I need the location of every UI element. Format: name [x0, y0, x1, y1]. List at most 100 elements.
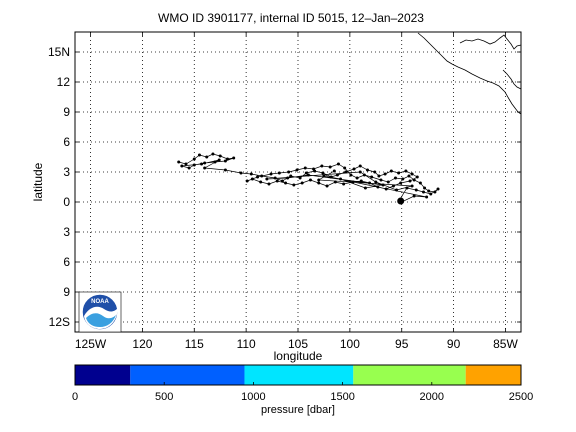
float-track	[177, 152, 440, 205]
track-point	[275, 179, 279, 183]
track-point	[408, 179, 412, 183]
track-point	[342, 182, 346, 186]
y-tick-label: 6	[63, 255, 70, 269]
track-point	[317, 181, 321, 185]
track-point	[433, 190, 437, 194]
x-axis-ticks: 125W 120 115 110 105 100 95 90 85W	[75, 32, 518, 351]
track-point	[410, 172, 414, 176]
track-point	[289, 174, 293, 178]
track-point	[180, 164, 184, 168]
track-point	[404, 169, 408, 173]
colorbar-tick-label: 2500	[509, 391, 533, 403]
track-point	[407, 174, 411, 178]
plot-area	[74, 31, 522, 333]
track-point	[374, 180, 378, 184]
track-point	[203, 166, 207, 170]
y-tick-label: 9	[63, 105, 70, 119]
track-point	[363, 186, 367, 190]
pressure-colorbar: 0 500 1000 1500 2000 2500 pressure [dbar]	[72, 364, 533, 416]
track-point	[381, 183, 385, 187]
plot-background	[75, 32, 521, 332]
track-point	[317, 178, 321, 182]
y-tick-label: 12	[57, 75, 71, 89]
track-point	[358, 170, 362, 174]
track-point	[184, 162, 188, 166]
track-point	[312, 167, 316, 171]
track-point	[286, 176, 290, 180]
colorbar-bins	[75, 365, 521, 385]
track-point	[177, 160, 181, 164]
track-point	[359, 179, 363, 183]
colorbar-ticks: 0 500 1000 1500 2000 2500	[72, 382, 533, 403]
track-point	[384, 187, 388, 191]
track-point	[322, 174, 326, 178]
track-point	[205, 155, 209, 159]
track-point	[379, 178, 383, 182]
track-point	[351, 180, 355, 184]
track-point	[397, 171, 401, 175]
track-point	[414, 188, 418, 192]
track-point	[393, 176, 397, 180]
track-point	[249, 172, 253, 176]
y-tick-label: 3	[63, 225, 70, 239]
track-point	[418, 181, 422, 185]
track-point	[223, 168, 227, 172]
track-point	[298, 176, 302, 180]
track-point	[256, 175, 260, 179]
track-point	[245, 179, 249, 183]
track-point	[401, 177, 405, 181]
track-point	[344, 170, 348, 174]
y-tick-label: 3	[63, 165, 70, 179]
colorbar-bin	[130, 365, 245, 385]
noaa-logo-text: NOAA	[91, 299, 109, 305]
y-axis-ticks: 15N 12 9 6 3 0 3 6 9 12S	[48, 45, 521, 329]
track-point	[399, 181, 403, 185]
track-point	[269, 172, 273, 176]
track-point	[352, 167, 356, 171]
x-tick-label: 85W	[493, 337, 518, 351]
x-axis-label: longitude	[274, 349, 323, 363]
track-point	[277, 171, 281, 175]
track-point	[395, 188, 399, 192]
track-point	[391, 184, 395, 188]
last-position-marker	[397, 197, 405, 205]
track-point	[343, 166, 347, 170]
track-point	[213, 160, 217, 164]
colorbar-tick-label: 0	[72, 391, 78, 403]
track-point	[405, 186, 409, 190]
y-tick-label: 6	[63, 135, 70, 149]
x-tick-label: 125W	[75, 337, 107, 351]
track-point	[267, 182, 271, 186]
track-point	[203, 161, 207, 165]
track-point	[355, 176, 359, 180]
track-point	[376, 185, 380, 189]
track-point	[303, 166, 307, 170]
track-point	[412, 194, 416, 198]
track-point	[225, 157, 229, 161]
track-point	[217, 158, 221, 162]
track-point	[429, 192, 433, 196]
track-point	[211, 152, 215, 156]
track-point	[284, 181, 288, 185]
chart-title: WMO ID 3901177, internal ID 5015, 12–Jan…	[158, 11, 424, 25]
x-tick-label: 100	[340, 337, 360, 351]
track-point	[423, 186, 427, 190]
track-point	[362, 173, 366, 177]
x-tick-label: 95	[395, 337, 409, 351]
track-point	[223, 159, 227, 163]
track-point	[325, 184, 329, 188]
track-point	[239, 171, 243, 175]
colorbar-tick-label: 2000	[420, 391, 444, 403]
track-point	[329, 175, 333, 179]
track-point	[365, 168, 369, 172]
track-point	[200, 162, 204, 166]
noaa-logo: NOAA	[78, 291, 122, 333]
colorbar-bin	[75, 365, 131, 385]
track-point	[292, 183, 296, 187]
track-point	[306, 173, 310, 177]
track-point	[287, 170, 291, 174]
track-point	[321, 171, 325, 175]
track-point	[260, 174, 264, 178]
track-point	[304, 171, 308, 175]
track-point	[339, 177, 343, 181]
